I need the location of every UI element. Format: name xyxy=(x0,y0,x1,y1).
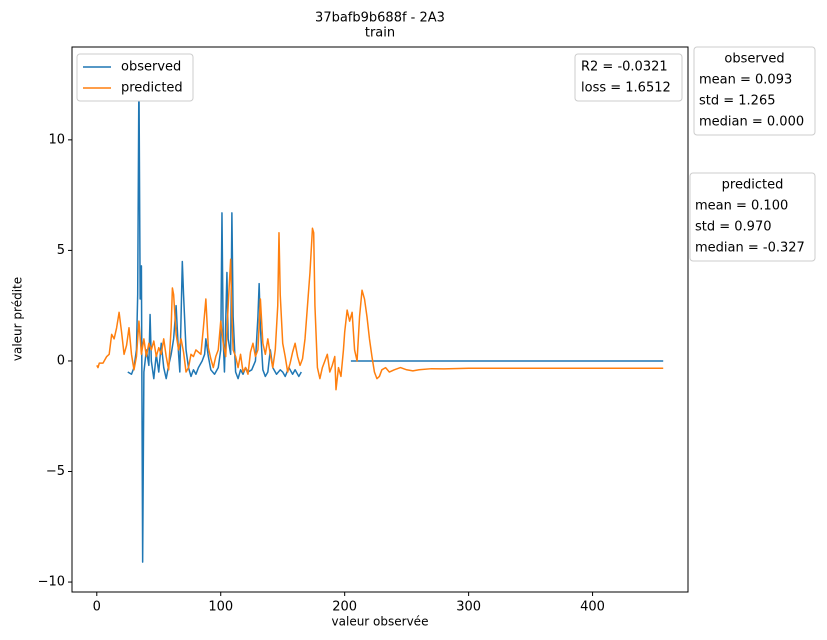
y-tick-label: −10 xyxy=(38,575,65,590)
x-tick-label: 300 xyxy=(456,600,481,615)
x-tick-label: 100 xyxy=(208,600,233,615)
x-tick-label: 0 xyxy=(93,600,101,615)
axes-frame xyxy=(71,46,689,593)
legend-label: predicted xyxy=(121,81,183,96)
stats-title: predicted xyxy=(722,178,784,193)
stats-line: std = 0.970 xyxy=(695,220,772,235)
y-tick-label: −5 xyxy=(46,464,65,479)
x-tick-label: 200 xyxy=(332,600,357,615)
stats-line: mean = 0.093 xyxy=(699,73,792,88)
stats-title: observed xyxy=(724,52,784,67)
data-line xyxy=(96,227,664,391)
y-tick-label: 10 xyxy=(48,132,65,147)
y-tick-label: 5 xyxy=(57,243,65,258)
stats-line: median = 0.000 xyxy=(699,115,804,130)
x-tick-label: 400 xyxy=(580,600,605,615)
annotation: loss = 1.6512 xyxy=(581,81,671,96)
chart-subtitle: train xyxy=(365,26,395,41)
annotation-box xyxy=(574,53,683,102)
data-line xyxy=(127,72,664,563)
stats-box xyxy=(689,172,816,262)
chart-title: 37bafb9b688f - 2A3 xyxy=(315,11,445,26)
stats-line: std = 1.265 xyxy=(699,94,776,109)
y-tick-label: 0 xyxy=(57,353,65,368)
legend-box xyxy=(76,53,194,102)
stats-box xyxy=(693,46,816,136)
y-axis-label: valeur prédite xyxy=(11,277,25,361)
stats-line: median = -0.327 xyxy=(695,241,805,256)
x-axis-label: valeur observée xyxy=(332,615,429,629)
legend-label: observed xyxy=(121,60,181,75)
stats-line: mean = 0.100 xyxy=(695,199,788,214)
annotation: R2 = -0.0321 xyxy=(581,60,668,75)
